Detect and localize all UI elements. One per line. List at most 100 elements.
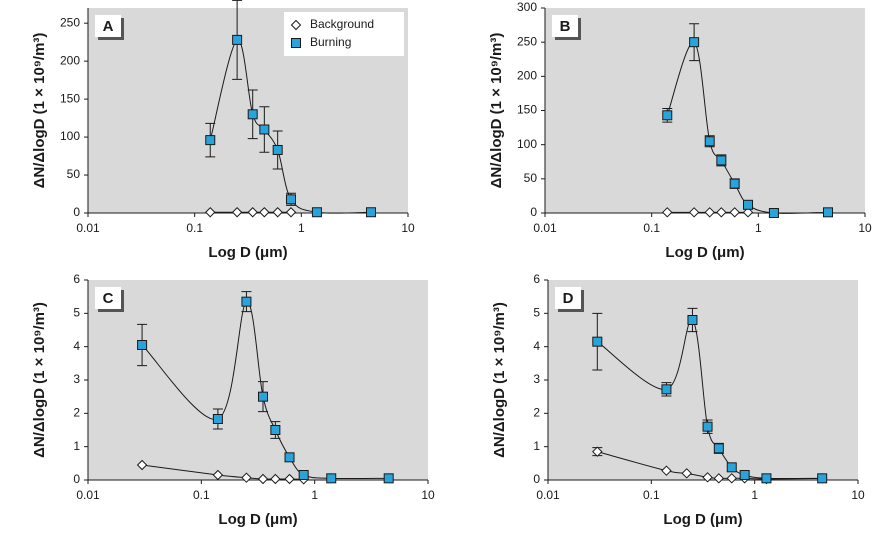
panel-label-box [95,15,121,37]
y-tick-label: 5 [533,306,540,320]
data-point [729,207,740,218]
data-point [761,473,772,484]
data-point [662,110,673,121]
x-tick-label: 1 [298,221,305,235]
data-point [270,425,281,435]
data-point [688,207,700,218]
x-axis-label: Log D (μm) [208,244,287,261]
data-point [592,446,603,457]
data-point [272,207,283,218]
data-point [205,207,216,218]
y-axis-label: ΔN/ΔlogD (1 × 10⁹/m³) [31,302,48,458]
y-tick-label: 0 [533,472,540,486]
data-point [241,472,252,483]
data-point [716,207,727,218]
x-tick-label: 10 [401,221,415,235]
data-point [661,465,672,476]
y-tick-label: 200 [517,69,537,83]
panel-label-box [555,287,581,309]
data-point [592,336,603,347]
y-tick-label: 4 [73,339,80,353]
y-tick-label: 50 [67,167,81,181]
x-tick-label: 0.01 [76,221,100,235]
data-point [247,207,258,218]
x-tick-label: 1 [751,488,758,502]
panel-label: C [103,290,114,307]
data-point [713,473,725,484]
y-tick-label: 150 [517,103,537,117]
panel-label: B [560,18,571,35]
data-point [284,452,295,463]
x-axis-label: Log D (μm) [665,244,744,261]
y-tick-label: 1 [533,439,540,453]
y-tick-label: 200 [60,53,80,67]
x-tick-label: 0.1 [193,488,210,502]
data-point [270,473,281,485]
data-point [247,109,258,120]
panel-label-box [552,15,578,37]
y-tick-label: 150 [60,91,80,105]
data-point [687,315,698,325]
data-point [681,468,692,479]
data-point [212,469,224,481]
y-tick-label: 300 [517,0,537,14]
legend-label: Background [310,17,374,31]
y-tick-label: 3 [73,372,80,386]
legend-label: Burning [310,35,351,49]
x-tick-label: 1 [755,221,762,235]
data-point [212,414,223,424]
y-axis-label: ΔN/ΔlogD (1 × 10⁹/m³) [488,33,505,189]
data-point [259,124,270,135]
data-point [823,207,834,218]
data-point [742,199,753,210]
y-tick-label: 2 [533,406,540,420]
data-point [383,473,394,484]
x-tick-label: 0.1 [186,221,203,235]
legend-symbol [291,38,301,48]
data-point [713,443,724,454]
data-point [716,155,727,166]
data-point [726,462,737,473]
data-point [366,207,377,218]
x-tick-label: 10 [858,221,872,235]
data-point [326,473,337,484]
y-tick-label: 50 [524,171,538,185]
x-tick-label: 10 [851,488,865,502]
y-tick-label: 0 [73,205,80,219]
data-point [726,473,737,484]
plot-area [545,8,865,213]
data-point [136,459,148,471]
x-tick-label: 0.01 [533,221,557,235]
y-tick-label: 100 [60,129,80,143]
panel-label: A [103,18,114,35]
y-tick-label: 3 [533,372,540,386]
data-point [742,207,754,218]
y-tick-label: 6 [73,272,80,286]
x-tick-label: 10 [421,488,435,502]
data-point [137,340,148,350]
data-point [257,473,269,485]
data-point [285,194,296,205]
y-tick-label: 5 [73,306,80,320]
y-tick-label: 250 [517,34,537,48]
data-point [817,473,828,484]
x-tick-label: 0.01 [536,488,560,502]
y-tick-label: 100 [517,137,537,151]
data-point [662,207,673,218]
data-point [257,391,268,402]
data-point [702,472,713,483]
data-point [241,296,252,307]
x-axis-label: Log D (μm) [663,511,742,528]
x-axis-label: Log D (μm) [218,511,297,528]
data-point [661,384,672,395]
y-tick-label: 4 [533,339,540,353]
legend-symbol [290,19,302,31]
data-point [205,135,216,146]
y-tick-label: 0 [530,205,537,219]
data-point [729,178,740,189]
data-point [231,207,243,218]
x-tick-label: 0.1 [643,221,660,235]
legend-box [284,12,404,56]
y-axis-label: ΔN/ΔlogD (1 × 10⁹/m³) [491,302,508,458]
